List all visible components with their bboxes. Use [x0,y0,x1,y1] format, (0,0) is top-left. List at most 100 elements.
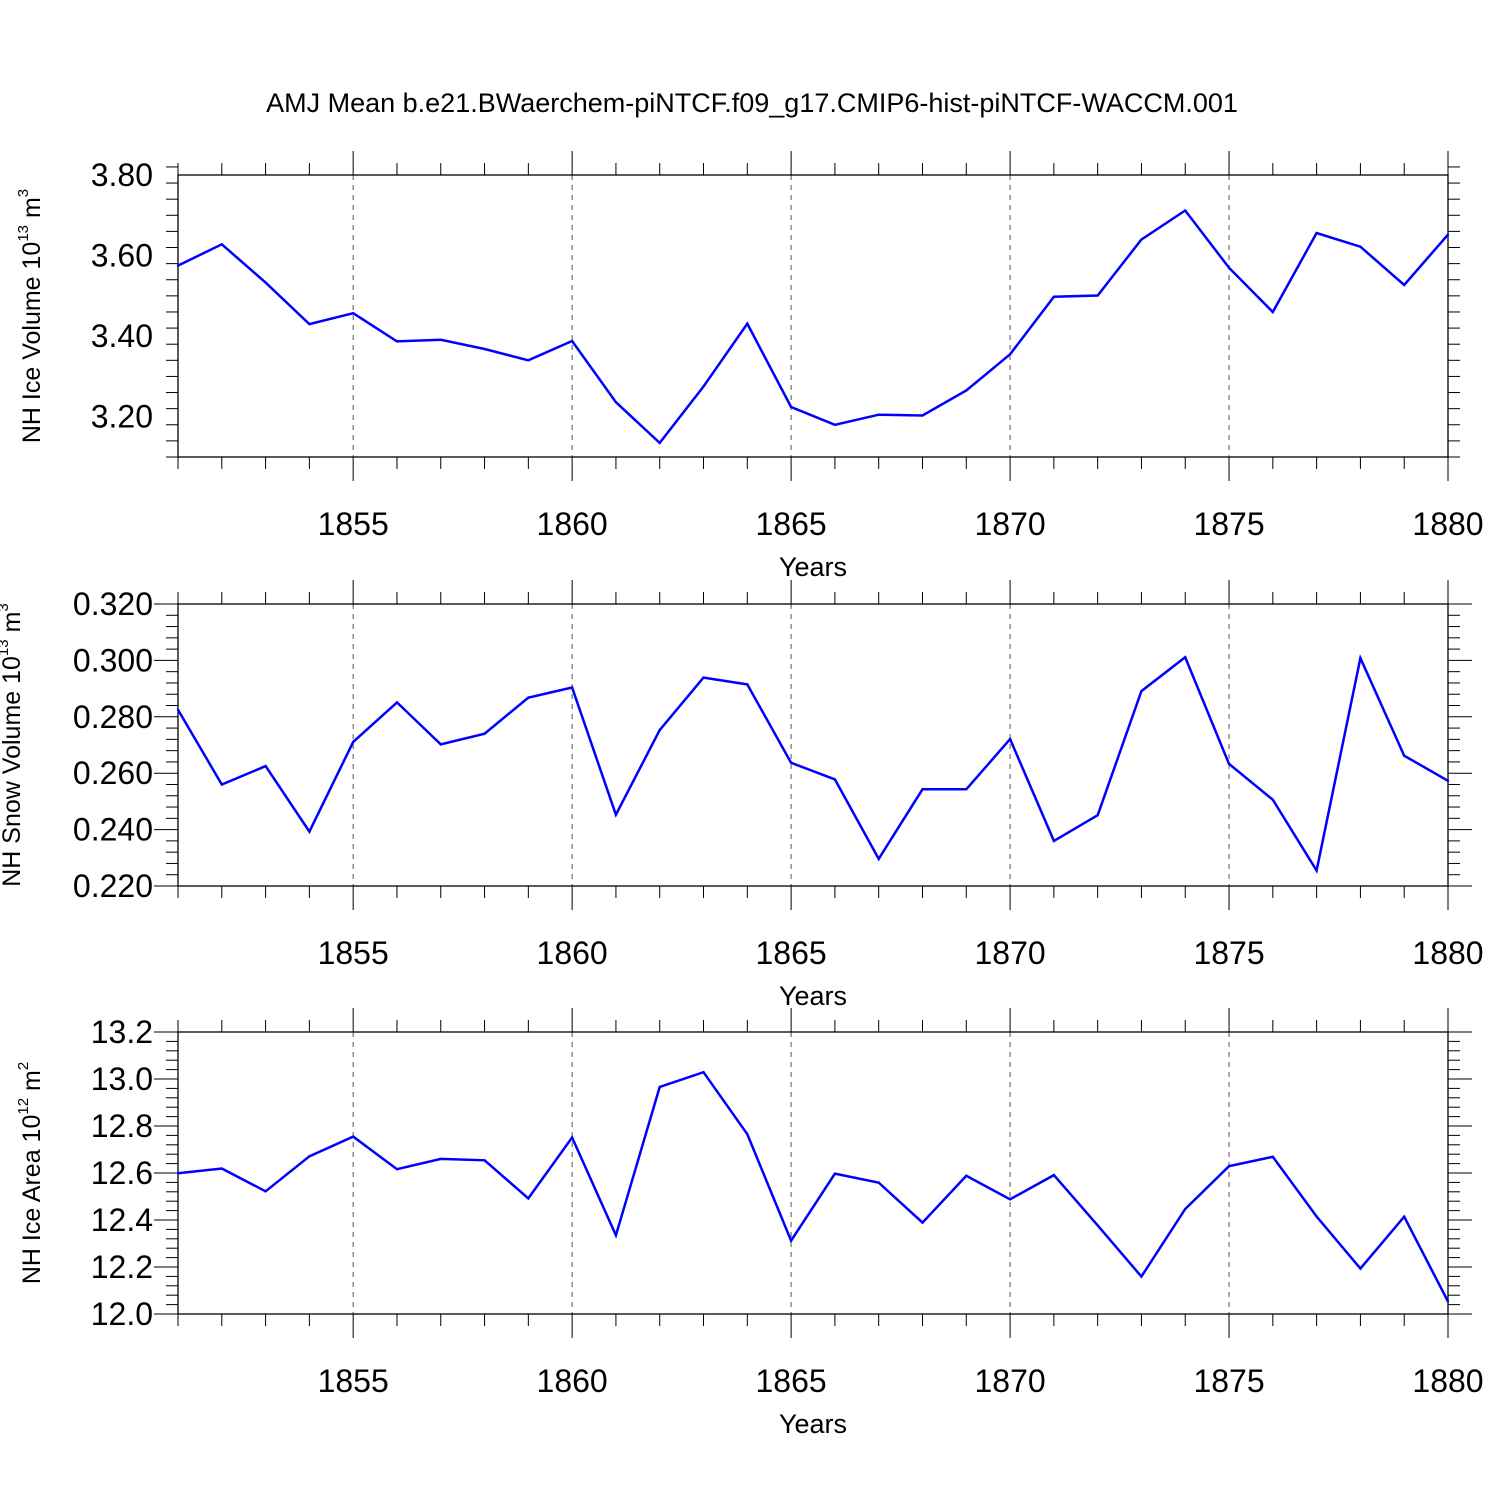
x-tick-label: 1870 [974,1363,1045,1399]
data-point [746,1133,749,1136]
data-point [789,761,793,764]
data-point [1315,231,1318,235]
y-tick-label: 0.300 [73,642,153,678]
data-point [483,1159,486,1162]
x-axis-label: Years [779,552,847,582]
y-tick-label: 13.2 [91,1014,153,1050]
data-point [527,359,530,362]
data-point [308,322,311,326]
y-tick-label: 0.320 [73,586,153,622]
data-point [746,322,749,325]
data-point [439,338,442,341]
x-tick-label: 1855 [318,1363,389,1399]
y-axis-label-unit-exponent: 3 [0,603,12,611]
data-point [614,401,618,404]
x-tick-label: 1865 [756,506,827,542]
data-point [1140,689,1143,693]
data-point [1315,869,1318,872]
data-point [877,1181,880,1184]
y-axis-label-exponent: 13 [0,639,12,656]
panel-3: 12.0 12.2 12.4 12.6 12.8 13.0 13.2 1855 1860 1865… [15,1008,1484,1439]
data-point [1227,1164,1231,1168]
data-point [483,347,486,351]
y-tick-label: 0.280 [73,699,153,735]
data-point [264,1190,267,1193]
y-axis-label-text: NH Ice Area 10 [18,1115,46,1285]
data-point [395,1168,399,1171]
data-point [1184,209,1187,212]
data-point [351,1135,355,1138]
x-tick-label: 1860 [537,935,608,971]
data-point [176,264,180,267]
data-point [658,1085,661,1089]
panel-2: 0.220 0.240 0.260 0.280 0.300 0.320 1855 1860 18… [0,580,1484,1011]
x-tick-label: 1865 [756,935,827,971]
y-tick-label: 12.8 [91,1108,153,1144]
data-point [877,857,880,861]
data-point [789,1239,793,1242]
data-point [220,783,223,786]
y-axis-label-text: NH Snow Volume 10 [0,656,26,887]
data-point [1184,656,1187,659]
plot-frame [177,603,1449,887]
data-point [614,1234,618,1237]
data-point [1140,238,1143,241]
data-point [921,414,924,417]
x-axis-label: Years [779,1409,847,1439]
y-tick-label: 0.220 [73,868,153,904]
data-point [220,243,223,246]
data-point [1315,1215,1318,1218]
data-point [395,340,399,343]
data-point [220,1167,223,1170]
data-point [1052,295,1056,298]
data-point [965,389,968,392]
data-point [570,686,574,689]
y-axis-label-text: NH Ice Volume 10 [18,242,46,444]
data-point [702,385,705,388]
data-point [1052,1173,1056,1177]
data-point [702,1070,705,1074]
data-point [1227,266,1231,269]
data-point [264,281,267,284]
data-point [658,441,661,445]
data-point [1446,233,1450,236]
y-tick-label: 0.260 [73,755,153,791]
data-point [1184,1207,1187,1211]
x-tick-label: 1865 [756,1363,827,1399]
data-point [833,423,837,426]
y-tick-label: 12.2 [91,1249,153,1285]
data-point [921,788,924,791]
y-axis-label-unit: m [0,612,26,640]
data-point [439,743,442,746]
data-point [308,830,311,833]
data-point [877,413,880,416]
data-point [395,701,399,704]
x-tick-label: 1860 [537,1363,608,1399]
data-point [965,1174,968,1178]
data-point [965,788,968,791]
data-point [1359,245,1362,248]
data-point [1052,839,1056,843]
data-point [264,764,267,768]
y-tick-label: 3.40 [91,318,153,354]
x-tick-label: 1875 [1193,1363,1264,1399]
data-point [1008,353,1012,356]
data-point [702,676,705,679]
data-point [351,311,355,315]
data-point [1359,656,1362,660]
y-tick-label: 0.240 [73,812,153,848]
data-point [176,1172,180,1175]
data-point [1446,1300,1450,1303]
panel-1: 3.20 3.40 3.60 3.80 1855 1860 1865 1870 1875 1880… [15,151,1484,582]
data-point [570,1136,574,1139]
data-point [1140,1275,1143,1278]
data-point [1096,294,1099,297]
y-tick-label: 12.4 [91,1202,153,1238]
x-tick-label: 1870 [974,506,1045,542]
y-axis-label-unit-exponent: 3 [15,189,32,197]
x-tick-label: 1875 [1193,935,1264,971]
y-tick-label: 3.60 [91,238,153,274]
x-tick-label: 1880 [1412,935,1483,971]
data-point [351,740,355,744]
